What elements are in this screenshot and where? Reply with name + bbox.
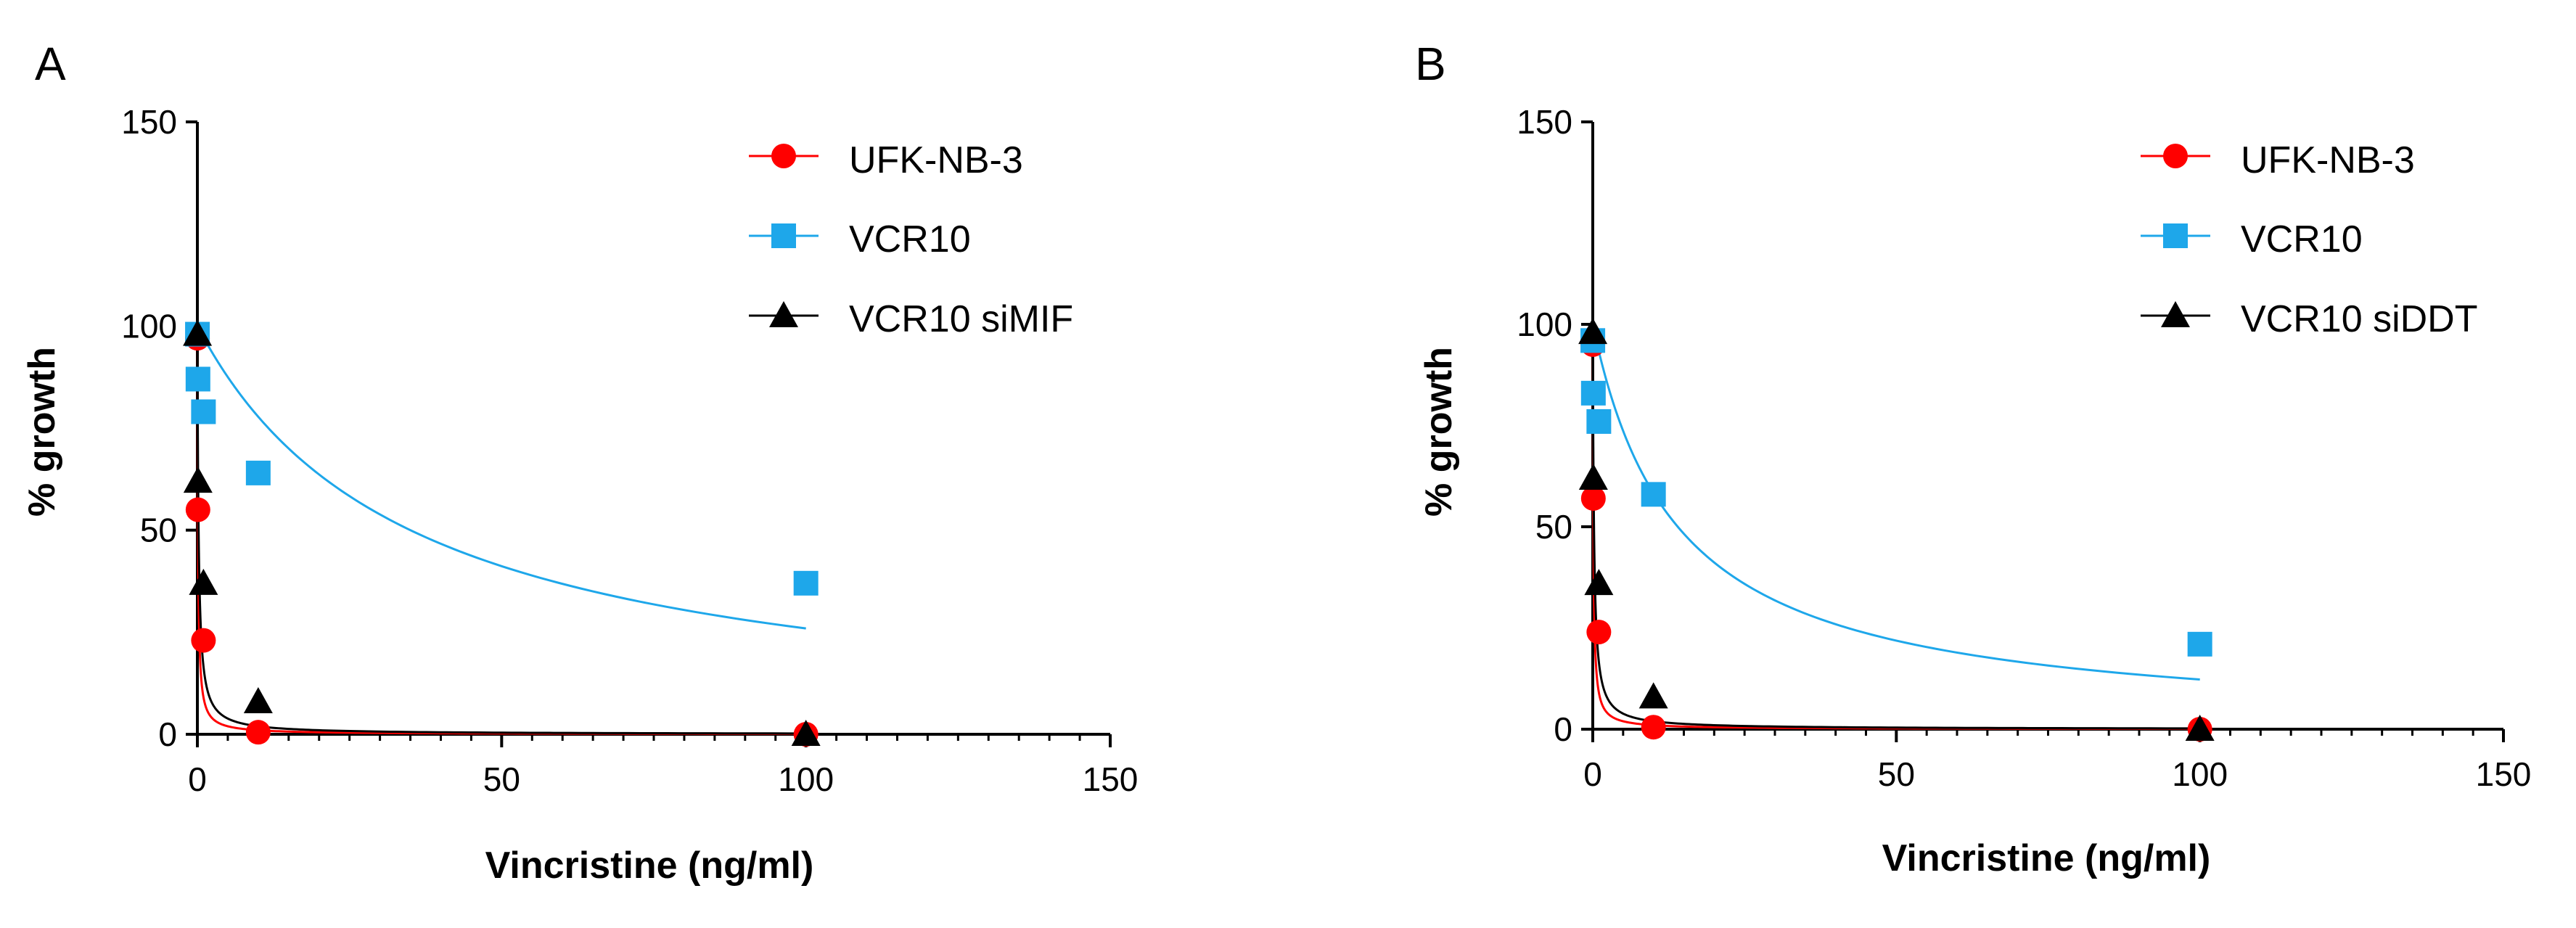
x-tick-label: 150: [1083, 760, 1139, 798]
x-tick-label: 0: [188, 760, 207, 798]
legend-label-vcr10: VCR10: [849, 218, 971, 260]
legend: UFK-NB-3 VCR10 VCR10 siDDT: [2141, 139, 2478, 340]
data-point-vcr10-siddt: [1638, 682, 1668, 709]
panel-label: A: [35, 38, 66, 90]
data-point-ufk-nb-3: [1586, 620, 1612, 645]
y-axis-title: % growth: [1418, 347, 1460, 517]
data-point-vcr10-simif: [189, 568, 218, 595]
data-point-vcr10: [185, 366, 210, 392]
data-point-vcr10-siddt: [1584, 569, 1614, 596]
y-tick-label: 0: [1554, 710, 1572, 748]
y-tick-label: 150: [1517, 103, 1572, 141]
x-tick-label: 50: [483, 760, 520, 798]
chart-panel-a: A 0 50 100 150 0 50 100 150 % growth Vincristin…: [21, 38, 1138, 887]
fit-curve-vcr10: [1591, 323, 2200, 681]
fit-curve-ufk-nb-3: [1591, 328, 2200, 730]
data-point-vcr10: [191, 399, 216, 424]
legend: UFK-NB-3 VCR10 VCR10 siMIF: [749, 139, 1073, 340]
fit-curve-ufk-nb-3: [196, 329, 806, 735]
data-point-ufk-nb-3: [245, 720, 271, 745]
panel-label: B: [1415, 38, 1446, 90]
x-tick-label: 150: [2476, 755, 2532, 793]
legend-marker-vcr10-siddt: [2161, 301, 2190, 327]
legend-marker-vcr10: [771, 223, 796, 248]
data-point-vcr10: [793, 570, 819, 596]
x-tick-label: 0: [1583, 755, 1602, 793]
data-point-vcr10-siddt: [2185, 715, 2215, 741]
data-point-vcr10: [1586, 408, 1612, 434]
x-tick-label: 100: [778, 760, 834, 798]
data-point-vcr10: [2187, 631, 2212, 657]
y-axis-title: % growth: [21, 347, 63, 517]
y-tick-label: 50: [140, 512, 177, 549]
data-point-vcr10: [245, 460, 271, 485]
legend-label-vcr10-siddt: VCR10 siDDT: [2241, 298, 2478, 340]
data-point-vcr10-simif: [243, 686, 273, 713]
legend-label-vcr10-simif: VCR10 siMIF: [849, 298, 1073, 340]
y-tick-label: 50: [1535, 508, 1572, 546]
fit-curve-vcr10: [196, 324, 806, 630]
data-point-vcr10-simif: [791, 720, 821, 746]
legend-label-vcr10: VCR10: [2241, 218, 2363, 260]
y-tick-label: 150: [121, 103, 177, 141]
data-point-ufk-nb-3: [1580, 485, 1606, 511]
legend-label-ufk-nb-3: UFK-NB-3: [2241, 139, 2415, 181]
data-point-ufk-nb-3: [185, 497, 210, 522]
x-tick-label: 100: [2172, 755, 2228, 793]
x-axis-title: Vincristine (ng/ml): [1882, 837, 2211, 879]
y-tick-label: 100: [121, 307, 177, 345]
x-tick-label: 50: [1878, 755, 1915, 793]
y-tick-label: 0: [158, 715, 177, 753]
chart-panel-b: B 0 50 100 150 0 50 100 150 % growth Vincristin…: [1415, 38, 2531, 879]
fit-curve-vcr10-simif: [196, 328, 806, 735]
legend-marker-ufk-nb-3: [2163, 144, 2188, 168]
legend-marker-ufk-nb-3: [771, 144, 796, 168]
legend-label-ufk-nb-3: UFK-NB-3: [849, 139, 1023, 181]
data-point-vcr10-siddt: [1578, 318, 1608, 345]
data-point-vcr10-simif: [183, 319, 213, 346]
data-point-ufk-nb-3: [191, 628, 216, 653]
data-point-vcr10: [1641, 482, 1666, 507]
data-point-ufk-nb-3: [1641, 715, 1666, 740]
data-point-vcr10-siddt: [1578, 464, 1608, 490]
legend-marker-vcr10: [2163, 223, 2188, 248]
fit-curve-vcr10-siddt: [1591, 326, 2200, 730]
data-point-vcr10: [1580, 380, 1606, 406]
legend-marker-vcr10-simif: [769, 301, 798, 327]
x-axis-title: Vincristine (ng/ml): [485, 845, 814, 887]
data-point-vcr10-simif: [183, 467, 213, 493]
y-tick-label: 100: [1517, 305, 1572, 343]
